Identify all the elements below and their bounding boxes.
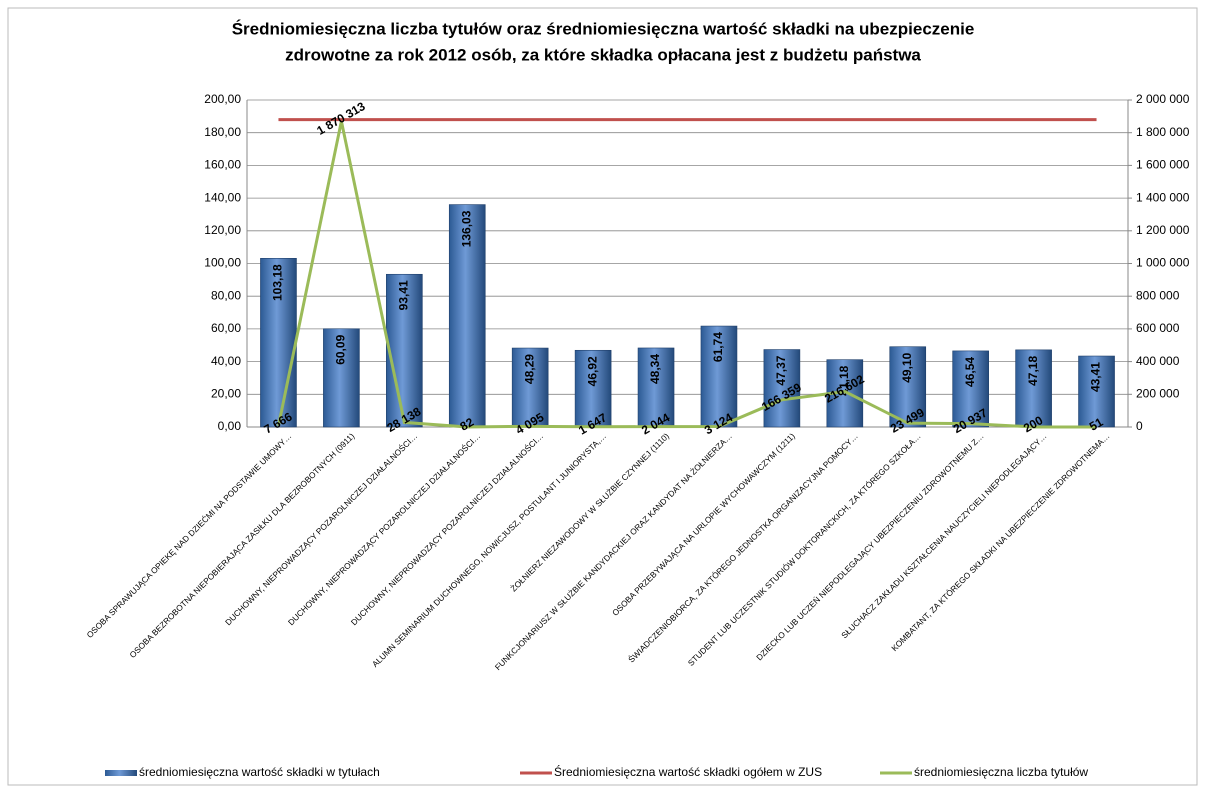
legend-label: średniomiesięczna liczba tytułów xyxy=(914,765,1088,779)
y-tick-label: 0,00 xyxy=(218,419,242,433)
bar xyxy=(952,350,989,428)
bar-value-label: 47,37 xyxy=(774,355,788,385)
y2-tick-label: 1 800 000 xyxy=(1136,125,1190,139)
legend-label: średniomiesięczna wartość składki w tytu… xyxy=(139,765,380,779)
y-tick-label: 160,00 xyxy=(204,158,241,172)
y2-tick-label: 0 xyxy=(1136,419,1143,433)
bar xyxy=(386,273,423,428)
bar xyxy=(323,328,360,428)
y-tick-label: 80,00 xyxy=(211,288,241,302)
y-tick-label: 60,00 xyxy=(211,321,241,335)
bar-value-label: 49,10 xyxy=(900,352,914,382)
bar-value-label: 41,18 xyxy=(837,365,851,395)
bar xyxy=(700,325,738,428)
y2-tick-label: 800 000 xyxy=(1136,288,1180,302)
y-tick-label: 100,00 xyxy=(204,256,241,270)
chart-subtitle: zdrowotne za rok 2012 osób, za które skł… xyxy=(285,45,921,64)
bar-value-label: 136,03 xyxy=(459,210,473,247)
y-tick-label: 140,00 xyxy=(204,190,241,204)
bar-value-label: 93,41 xyxy=(396,280,410,310)
y2-tick-label: 200 000 xyxy=(1136,386,1180,400)
y2-tick-label: 1 200 000 xyxy=(1136,223,1190,237)
bar-value-label: 103,18 xyxy=(271,264,285,301)
line-value-label: 82 xyxy=(458,415,477,434)
y2-tick-label: 2 000 000 xyxy=(1136,92,1190,106)
bar-value-label: 46,92 xyxy=(585,356,599,386)
bar-value-label: 47,18 xyxy=(1026,356,1040,386)
bar xyxy=(260,258,297,428)
y-tick-label: 180,00 xyxy=(204,125,241,139)
y-tick-label: 200,00 xyxy=(204,92,241,106)
bar xyxy=(889,346,927,428)
chart-title: Średniomiesięczna liczba tytułów oraz śr… xyxy=(232,19,975,38)
bar xyxy=(448,204,486,428)
bar-value-label: 61,74 xyxy=(711,332,725,362)
line-value-label: 51 xyxy=(1087,415,1106,434)
bar-value-label: 48,29 xyxy=(522,354,536,384)
bar-value-label: 60,09 xyxy=(334,334,348,364)
bar xyxy=(1078,355,1115,428)
bar xyxy=(574,349,612,428)
y-tick-label: 120,00 xyxy=(204,223,241,237)
y-tick-label: 20,00 xyxy=(211,386,241,400)
y-tick-label: 40,00 xyxy=(211,354,241,368)
bar-value-label: 46,54 xyxy=(963,357,977,387)
bar xyxy=(511,347,549,428)
bar xyxy=(637,347,675,428)
y2-tick-label: 400 000 xyxy=(1136,354,1180,368)
line xyxy=(276,120,1097,429)
bar-value-label: 48,34 xyxy=(648,354,662,384)
bar xyxy=(763,349,801,428)
bar-value-label: 43,41 xyxy=(1089,362,1103,392)
legend-swatch xyxy=(105,770,137,776)
y2-tick-label: 1 600 000 xyxy=(1136,158,1190,172)
y2-tick-label: 600 000 xyxy=(1136,321,1180,335)
y2-tick-label: 1 000 000 xyxy=(1136,256,1190,270)
y2-tick-label: 1 400 000 xyxy=(1136,190,1190,204)
legend-label: Średniomiesięczna wartość składki ogółem… xyxy=(554,764,822,779)
